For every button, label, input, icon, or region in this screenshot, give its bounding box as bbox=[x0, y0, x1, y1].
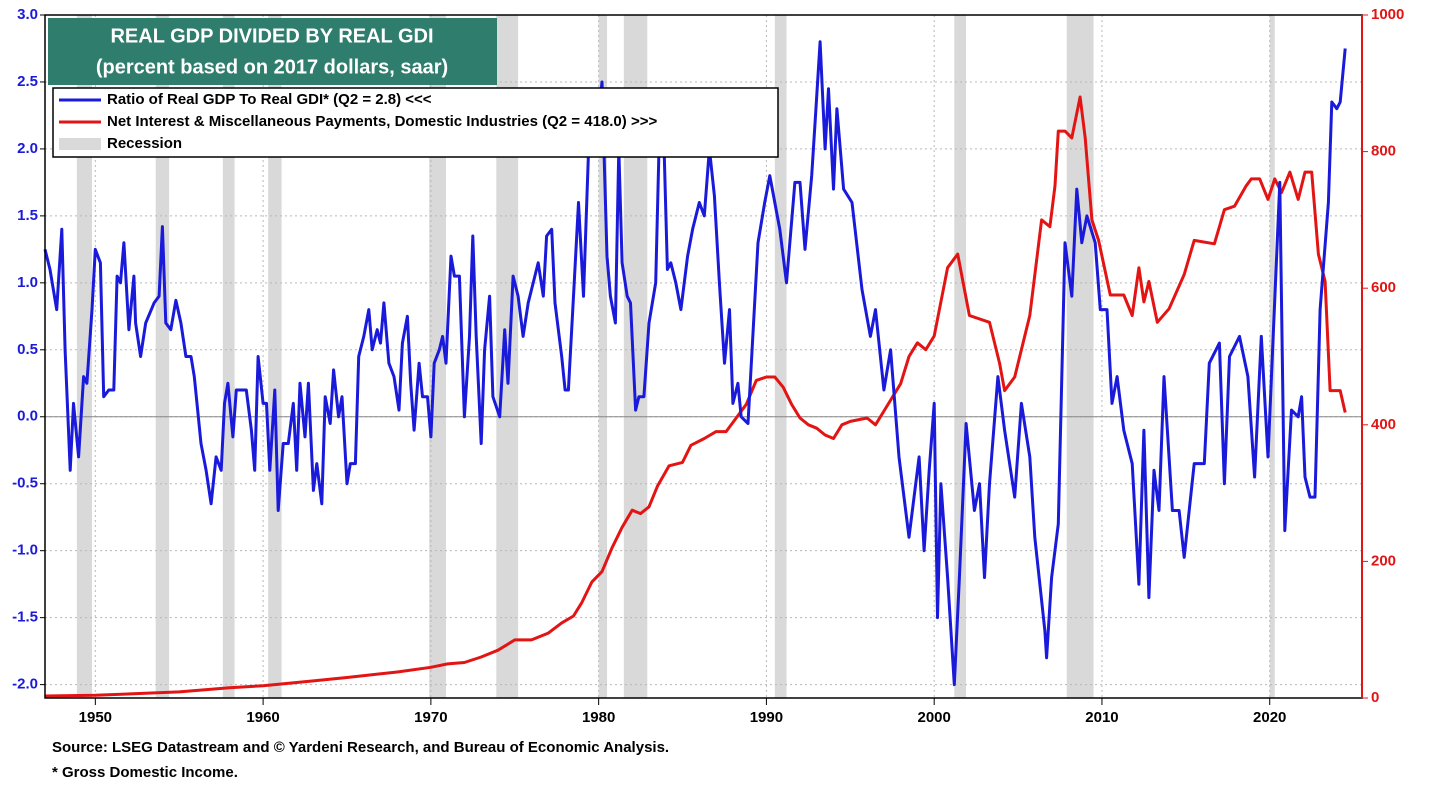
recession-band bbox=[76, 15, 92, 698]
recession-band bbox=[774, 15, 787, 698]
legend-label: Ratio of Real GDP To Real GDI* (Q2 = 2.8… bbox=[107, 91, 432, 108]
series-line bbox=[44, 95, 1347, 698]
chart-subtitle: (percent based on 2017 dollars, saar) bbox=[96, 56, 448, 78]
x-tick-label: 1970 bbox=[414, 709, 447, 726]
y2-tick-label: 0 bbox=[1371, 689, 1379, 706]
legend-swatch bbox=[59, 138, 101, 150]
x-tick-label: 1980 bbox=[582, 709, 615, 726]
x-tick-label: 2020 bbox=[1253, 709, 1286, 726]
recession-band bbox=[598, 15, 608, 698]
y-tick-label: 1.5 bbox=[17, 207, 38, 224]
recession-band bbox=[268, 15, 282, 698]
x-tick-label: 2010 bbox=[1085, 709, 1118, 726]
legend: Ratio of Real GDP To Real GDI* (Q2 = 2.8… bbox=[52, 87, 779, 158]
y2-tick-label: 600 bbox=[1371, 279, 1396, 296]
y-tick-label: 0.5 bbox=[17, 341, 38, 358]
x-tick-label: 1990 bbox=[750, 709, 783, 726]
legend-box bbox=[52, 87, 779, 158]
y-tick-label: 2.0 bbox=[17, 140, 38, 157]
y-tick-label: -0.5 bbox=[12, 475, 38, 492]
x-tick-label: 2000 bbox=[917, 709, 950, 726]
y-tick-label: -2.0 bbox=[12, 676, 38, 693]
y-tick-label: 0.0 bbox=[17, 408, 38, 425]
legend-label: Recession bbox=[107, 135, 182, 152]
y-tick-label: 3.0 bbox=[17, 6, 38, 23]
y2-tick-label: 800 bbox=[1371, 143, 1396, 160]
recession-band bbox=[623, 15, 648, 698]
y2-tick-label: 1000 bbox=[1371, 6, 1404, 23]
y2-tick-label: 400 bbox=[1371, 416, 1396, 433]
y-tick-label: 2.5 bbox=[17, 73, 38, 90]
recession-band bbox=[155, 15, 170, 698]
chart-title: REAL GDP DIVIDED BY REAL GDI bbox=[110, 25, 433, 47]
footnote: * Gross Domestic Income. bbox=[52, 764, 238, 781]
y-tick-label: 1.0 bbox=[17, 274, 38, 291]
source-note: Source: LSEG Datastream and © Yardeni Re… bbox=[52, 739, 669, 756]
y-tick-label: -1.5 bbox=[12, 609, 38, 626]
x-tick-label: 1950 bbox=[79, 709, 112, 726]
title-box bbox=[48, 18, 497, 85]
y2-tick-label: 200 bbox=[1371, 552, 1396, 569]
recession-band bbox=[954, 15, 967, 698]
recession-band bbox=[222, 15, 235, 698]
x-tick-label: 1960 bbox=[246, 709, 279, 726]
plot-area: 1950 1960 1970 1980 1990 2000 2010 2020-2.0-1.5… bbox=[12, 6, 1404, 726]
y-tick-label: -1.0 bbox=[12, 542, 38, 559]
recession-band bbox=[1066, 15, 1094, 698]
legend-label: Net Interest & Miscellaneous Payments, D… bbox=[107, 113, 657, 130]
